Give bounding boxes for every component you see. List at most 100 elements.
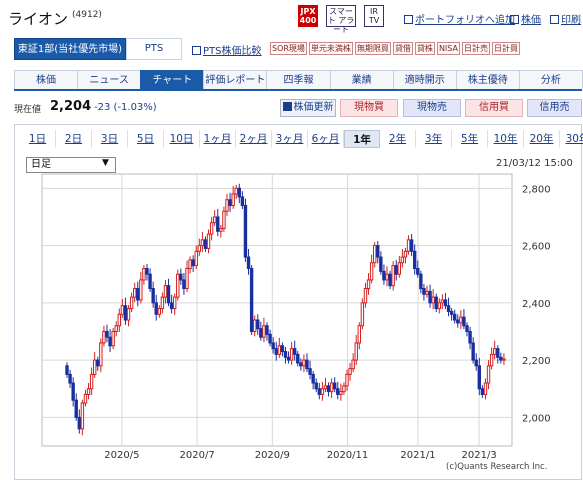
tab-analysis[interactable]: 分析 [518,70,583,89]
pts-compare-label: PTS株価比較 [203,46,262,57]
candle-body [222,210,226,229]
jpx400-icon[interactable]: JPX 400 [298,5,318,27]
candle-body [182,279,186,290]
candle-body [314,382,318,390]
plot-area [41,173,513,447]
badge: 貸株 [414,42,435,55]
period-8[interactable]: 6ヶ月 [308,130,344,148]
candle-body [117,313,122,327]
candle-body [197,245,202,252]
pts-compare-link[interactable]: PTS株価比較 [192,42,262,57]
period-11[interactable]: 3年 [416,130,452,148]
refresh-button[interactable]: 株価更新 [280,99,336,117]
candle-body [345,373,349,387]
market-toggle-tse[interactable]: 東証1部(当社優先市場) [14,38,126,60]
candle-body [286,356,291,361]
candle-body [126,308,131,321]
period-13[interactable]: 10年 [488,130,524,148]
candle-body [145,267,149,275]
period-1[interactable]: 2日 [56,130,92,148]
trade-badges: SOR現場 単元未満株 無期限買 貸借 貸株 NISA 日計売 日計買 [270,42,520,55]
candle-body [77,416,82,430]
candle-body [339,391,343,395]
interval-select[interactable]: 日足 [26,157,116,173]
margin-buy-button[interactable]: 信用買 [465,99,523,117]
candle-body [323,385,328,390]
candle-body [326,385,331,393]
candle-body [219,227,223,232]
candle-body [388,273,392,287]
candle-body [71,382,75,401]
candle-body [336,388,340,395]
portfolio-add-link[interactable]: ポートフォリオへ追加 [404,11,515,26]
period-4[interactable]: 10日 [164,130,200,148]
cash-buy-button[interactable]: 現物買 [340,99,398,117]
period-10[interactable]: 2年 [380,130,416,148]
candle-body [416,267,420,275]
candle-body [342,385,346,393]
candle-body [446,305,451,312]
candle-body [422,288,426,295]
candle-body [480,388,485,395]
y-tick-label: 2,000 [522,413,551,424]
candle-body [289,348,294,361]
candle-body [277,345,282,355]
candle-body [406,239,411,252]
candle-body [391,265,395,287]
candle-body [308,368,312,375]
print-link[interactable]: 印刷 [550,11,581,26]
cash-sell-button[interactable]: 現物売 [403,99,461,117]
chart-datetime: 21/03/12 15:00 [496,158,573,169]
period-0[interactable]: 1日 [20,130,56,148]
candle-body [265,325,269,335]
candle-body [409,239,414,252]
market-toggle-pts[interactable]: PTS [126,38,182,60]
smart-alert-icon[interactable]: スマート アラート [326,5,356,34]
candle-body [496,348,500,358]
period-15[interactable]: 30年 [560,130,583,148]
price-change: -23 (-1.03%) [94,102,157,113]
data-credit: (c)Quants Research Inc. [446,462,548,472]
period-selector: 1日2日3日5日10日1ヶ月2ヶ月3ヶ月6ヶ月1年2年3年5年10年20年30年 [20,130,583,148]
current-price: 2,204 [50,99,92,114]
candle-body [317,388,322,395]
period-14[interactable]: 20年 [524,130,560,148]
candle-body [489,353,494,367]
smart-alert-label: スマート アラート [327,7,355,34]
y-tick-label: 2,600 [522,242,551,253]
price-link[interactable]: 株価 [510,11,541,26]
period-9[interactable]: 1年 [344,130,380,148]
candle-body [212,216,217,224]
ir-tv-icon[interactable]: IR TV [364,5,384,27]
candle-body [231,193,235,206]
candle-body [471,342,475,361]
candle-body [249,267,254,332]
candle-body [502,358,506,361]
candle-body [477,365,482,390]
period-7[interactable]: 3ヶ月 [272,130,308,148]
y-tick-label: 2,800 [522,184,551,195]
candle-body [246,256,251,269]
period-12[interactable]: 5年 [452,130,488,148]
chart-grid [41,173,513,447]
candle-body [203,239,208,249]
margin-sell-button[interactable]: 信用売 [527,99,582,117]
candle-body [296,353,300,364]
candle-body [194,250,198,267]
candle-body [256,319,260,330]
candle-body [154,302,158,315]
candle-body [274,348,278,355]
badge: NISA [436,42,460,55]
chevron-down-icon[interactable]: ▼ [102,158,109,168]
x-axis-labels: 2020/5 2020/7 2020/9 2020/11 2021/1 2021/3 [104,450,496,461]
candle-body [240,196,245,206]
candle-body [148,273,152,290]
candle-body [139,279,143,301]
candle-body [299,362,303,367]
candle-body [292,348,297,355]
period-6[interactable]: 2ヶ月 [236,130,272,148]
x-tick-label: 2020/9 [255,450,290,461]
period-3[interactable]: 5日 [128,130,164,148]
period-2[interactable]: 3日 [92,130,128,148]
period-5[interactable]: 1ヶ月 [200,130,236,148]
